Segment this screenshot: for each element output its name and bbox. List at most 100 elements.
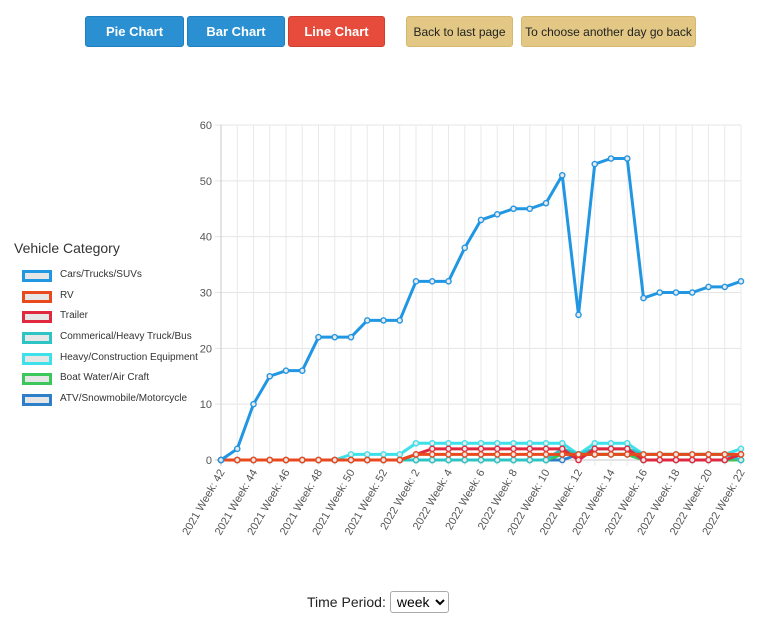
data-point [428, 278, 436, 285]
data-point [721, 451, 729, 458]
legend-item[interactable]: Heavy/Construction Equipment [14, 351, 198, 372]
data-point [526, 439, 534, 447]
data-point [445, 439, 452, 447]
data-point [250, 456, 257, 464]
data-point [510, 205, 517, 213]
data-point [493, 445, 501, 453]
data-point [575, 311, 582, 319]
data-point [672, 451, 680, 458]
legend-item[interactable]: Cars/Trucks/SUVs [14, 268, 142, 289]
data-point [558, 171, 566, 179]
legend-swatch [22, 270, 52, 282]
data-point [282, 367, 290, 374]
y-tick-label: 30 [200, 288, 212, 300]
legend-label: ATV/Snowmobile/Motorcycle [60, 393, 188, 405]
legend-item[interactable]: ATV/Snowmobile/Motorcycle [14, 392, 187, 413]
data-point [542, 439, 550, 447]
y-tick-label: 0 [206, 455, 212, 467]
line-chart-button[interactable]: Line Chart [288, 16, 385, 47]
data-point [282, 456, 290, 464]
data-point [640, 451, 647, 458]
data-point [461, 244, 469, 252]
data-point [217, 456, 225, 464]
data-point [575, 456, 582, 464]
data-point [380, 451, 387, 458]
legend-label: Trailer [60, 310, 88, 322]
data-point [542, 456, 550, 464]
y-tick-label: 50 [200, 176, 212, 188]
data-point [591, 445, 599, 453]
legend-label: RV [60, 289, 74, 301]
legend-label: Boat Water/Air Craft [60, 372, 150, 384]
data-point [428, 451, 436, 458]
data-point [526, 451, 534, 458]
data-point [542, 199, 550, 207]
pie-chart-button[interactable]: Pie Chart [85, 16, 184, 47]
data-point [640, 294, 647, 302]
data-point [672, 289, 680, 296]
data-point [591, 451, 599, 458]
data-point [477, 456, 485, 464]
back-to-last-page-button[interactable]: Back to last page [406, 16, 513, 47]
data-point [688, 456, 696, 464]
data-point [656, 451, 664, 458]
data-point [737, 451, 745, 458]
data-point [347, 456, 355, 464]
data-point [331, 456, 339, 464]
legend: Vehicle Category Cars/Trucks/SUVs RV Trail… [14, 240, 198, 413]
data-point [233, 445, 241, 453]
legend-label: Cars/Trucks/SUVs [60, 269, 142, 280]
legend-item[interactable]: Commerical/Heavy Truck/Bus [14, 330, 192, 351]
choose-another-day-button[interactable]: To choose another day go back [521, 16, 696, 47]
data-point [347, 333, 355, 341]
data-point [575, 451, 582, 458]
data-point [656, 289, 664, 296]
data-point [445, 451, 452, 458]
data-point [737, 456, 745, 464]
legend-item[interactable]: Boat Water/Air Craft [14, 371, 149, 392]
data-point [298, 367, 306, 374]
data-point [510, 456, 517, 464]
data-point [672, 456, 680, 464]
data-point [510, 445, 517, 453]
data-point [558, 445, 566, 453]
time-period-label: Time Period: [307, 594, 386, 610]
data-point [623, 445, 631, 453]
data-point [412, 451, 420, 458]
legend-label: Commerical/Heavy Truck/Bus [60, 331, 192, 343]
data-point [493, 451, 501, 458]
data-point [493, 211, 501, 218]
data-point [315, 333, 322, 341]
time-period-select[interactable]: week [389, 591, 449, 613]
data-point [477, 439, 485, 447]
data-point [363, 317, 371, 324]
data-point [250, 400, 257, 408]
data-point [266, 456, 274, 464]
data-point [477, 451, 485, 458]
data-point [461, 445, 469, 453]
data-point [558, 439, 566, 447]
data-point [412, 439, 420, 447]
y-tick-label: 10 [200, 399, 212, 411]
data-point [493, 456, 501, 464]
data-point [688, 289, 696, 296]
data-point [412, 456, 420, 464]
data-point [298, 456, 306, 464]
data-point [510, 451, 517, 458]
data-point [363, 451, 371, 458]
data-point [396, 451, 404, 458]
data-point [396, 317, 404, 324]
legend-item[interactable]: RV [14, 289, 120, 310]
bar-chart-button[interactable]: Bar Chart [187, 16, 285, 47]
legend-item[interactable]: Trailer [14, 309, 120, 330]
y-tick-label: 60 [200, 120, 212, 132]
data-point [721, 456, 729, 464]
data-point [445, 456, 452, 464]
data-point [428, 445, 436, 453]
data-point [591, 439, 599, 447]
legend-swatch [22, 290, 52, 303]
data-point [428, 456, 436, 464]
data-point [315, 456, 322, 464]
data-point [347, 451, 355, 458]
